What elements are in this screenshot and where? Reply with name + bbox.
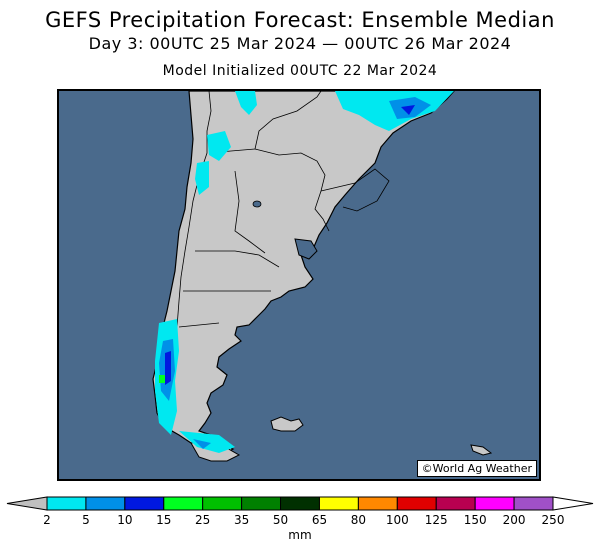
falkland-islands	[270, 416, 304, 432]
precipitation-map: ©World Ag Weather	[57, 89, 541, 481]
land-south-america	[152, 91, 455, 456]
legend-swatch	[163, 496, 204, 511]
legend-tick-label: 5	[82, 513, 90, 527]
color-legend	[6, 496, 594, 511]
model-init-time: Model Initialized 00UTC 22 Mar 2024	[162, 63, 438, 79]
legend-swatch	[357, 496, 398, 511]
legend-tick-label: 2	[43, 513, 51, 527]
legend-swatch	[280, 496, 320, 511]
rio-de-la-plata	[294, 238, 318, 260]
legend-tick-label: 50	[272, 513, 289, 527]
legend-swatch	[318, 496, 359, 511]
precip-south	[155, 319, 235, 453]
legend-tick-label: 15	[156, 513, 172, 527]
legend-tick-label: 125	[424, 513, 448, 527]
credit-label: ©World Ag Weather	[416, 460, 537, 477]
legend-swatch	[202, 496, 243, 511]
legend-swatch	[124, 496, 165, 511]
legend-under-triangle	[6, 496, 48, 511]
legend-tick-label: 200	[502, 513, 526, 527]
legend-swatch	[241, 496, 282, 511]
legend-swatch	[513, 496, 554, 511]
legend-tick-label: 80	[350, 513, 367, 527]
legend-units: mm	[288, 528, 312, 542]
legend-over-triangle	[552, 496, 594, 511]
legend-tick-label: 150	[463, 513, 487, 527]
legend-swatch	[474, 496, 515, 511]
legend-tick-label: 100	[385, 513, 409, 527]
map-title: GEFS Precipitation Forecast: Ensemble Me…	[45, 8, 555, 32]
legend-swatch	[435, 496, 476, 511]
map-canvas	[152, 91, 493, 462]
south-georgia-island	[470, 444, 493, 456]
inland-lake	[252, 200, 262, 208]
forecast-period: Day 3: 00UTC 25 Mar 2024 — 00UTC 26 Mar …	[88, 34, 512, 53]
legend-tick-label: 35	[233, 513, 250, 527]
legend-tick-label: 10	[117, 513, 133, 527]
legend-tick-label: 250	[541, 513, 565, 527]
precip-north	[195, 91, 454, 195]
legend-swatch	[85, 496, 126, 511]
legend-tick-label: 25	[195, 513, 211, 527]
legend-swatch	[46, 496, 87, 511]
legend-swatch	[396, 496, 437, 511]
legend-tick-label: 65	[311, 513, 328, 527]
